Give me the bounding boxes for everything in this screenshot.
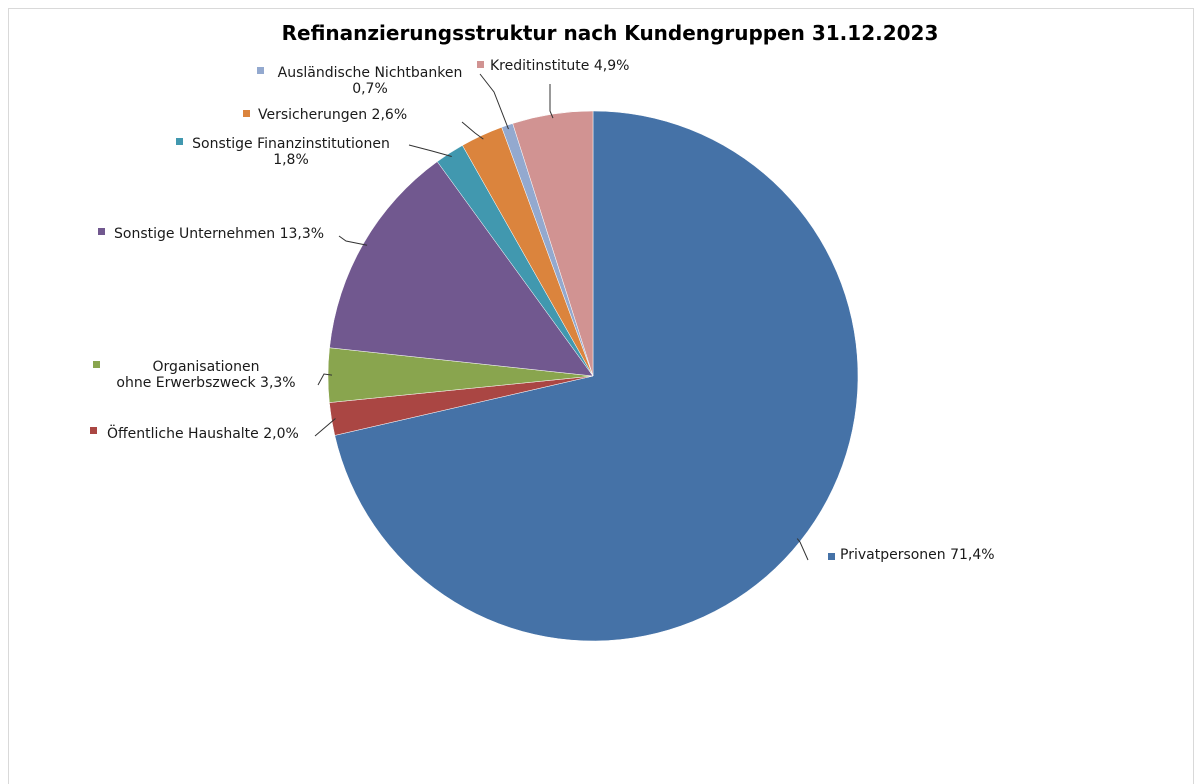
leader-line-8 (549, 84, 554, 119)
slice-label-2-line-1: Öffentliche Haushalte 2,0% (107, 424, 299, 442)
label-marker-4 (98, 228, 105, 235)
pie-slice-1 (334, 110, 859, 642)
pie-slice-4 (329, 161, 594, 377)
label-marker-3 (93, 361, 100, 368)
leader-line-3 (317, 373, 333, 386)
slice-label-8-line-1: Kreditinstitute 4,9% (490, 58, 629, 74)
leader-line-1 (796, 538, 809, 561)
label-marker-7 (257, 67, 264, 74)
label-marker-5 (176, 138, 183, 145)
pie-slice-8 (512, 110, 594, 377)
leader-line-6 (461, 121, 484, 140)
leader-lines (314, 73, 809, 561)
slice-label-3-line-2: ohne Erwerbszweck 3,3% (116, 375, 295, 391)
pie-slices (327, 110, 859, 642)
leader-line-4 (338, 235, 368, 246)
slice-label-7-line-2: 0,7% (352, 81, 388, 97)
slice-label-1-line-1: Privatpersonen 71,4% (840, 547, 995, 563)
chart-title: Refinanzierungsstruktur nach Kundengrupp… (282, 21, 939, 45)
leader-line-2 (314, 418, 336, 437)
label-marker-2 (90, 427, 97, 434)
leader-line-7 (479, 73, 509, 130)
slice-label-6-line-1: Versicherungen 2,6% (258, 107, 407, 123)
slice-label-3-line-1: Organisationen (153, 359, 260, 375)
label-marker-8 (477, 61, 484, 68)
slice-label-5-line-2: 1,8% (273, 152, 309, 168)
slice-label-4-line-1: Sonstige Unternehmen 13,3% (114, 226, 324, 242)
leader-line-5 (408, 144, 452, 157)
label-marker-1 (828, 553, 835, 560)
slice-labels: Privatpersonen 71,4% Öffentliche Haushalt… (90, 58, 995, 563)
slice-label-7-line-1: Ausländische Nichtbanken (278, 65, 463, 81)
slice-label-5-line-1: Sonstige Finanzinstitutionen (192, 136, 390, 152)
label-marker-6 (243, 110, 250, 117)
